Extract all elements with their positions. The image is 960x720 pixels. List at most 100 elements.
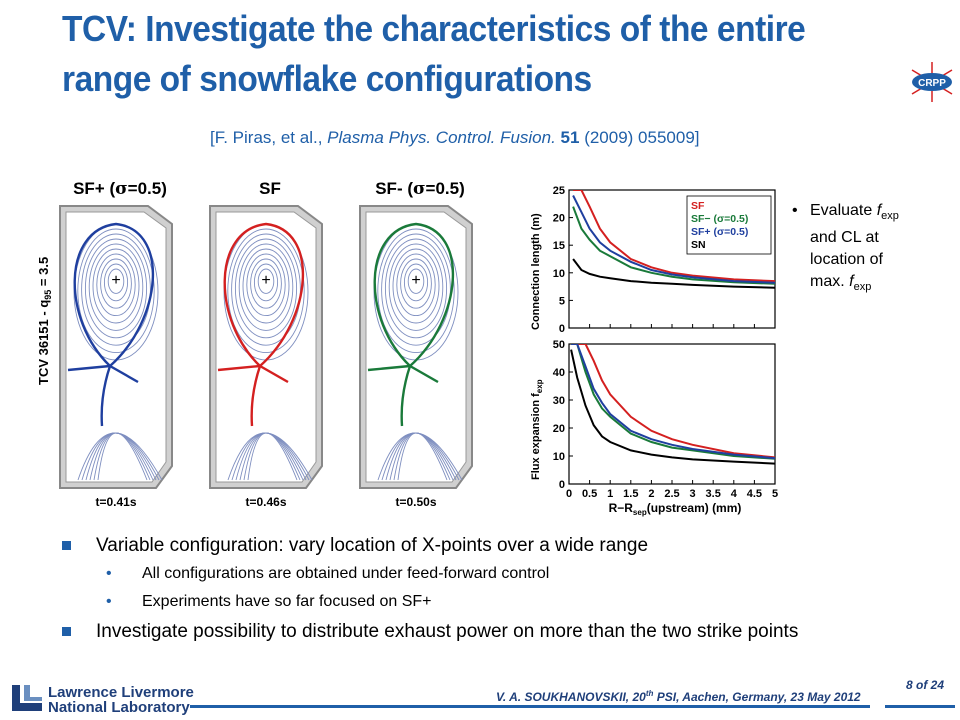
flux-contour xyxy=(84,238,148,339)
flux-contour xyxy=(384,238,448,339)
bullet-list: Variable configuration: vary location of… xyxy=(62,534,942,650)
flux-contour xyxy=(381,233,451,346)
series-line xyxy=(572,206,775,285)
series-line xyxy=(570,349,775,465)
x-tick-label: 3.5 xyxy=(706,488,721,500)
legend-entry: SF− (σ=0.5) xyxy=(691,213,748,225)
x-tick-label: 2.5 xyxy=(664,488,679,500)
legend-entry: SF xyxy=(691,200,705,212)
legend-entry: SF+ (σ=0.5) xyxy=(691,226,748,238)
flux-contour xyxy=(257,268,275,294)
divertor-leg xyxy=(409,364,439,384)
bullet-text: All configurations are obtained under fe… xyxy=(142,565,550,582)
flux-contour xyxy=(238,243,294,331)
x-tick-label: 2 xyxy=(648,488,654,500)
chart2-ylabel: Flux expansion fexp xyxy=(530,379,544,480)
lab-name-line1: Lawrence Livermore xyxy=(48,684,194,701)
magnetic-axis-icon: + xyxy=(111,272,120,289)
legend-entry: SN xyxy=(691,239,706,251)
crpp-logo: CRPP xyxy=(911,62,953,102)
y-tick-label: 0 xyxy=(559,323,565,335)
llnl-logo-icon xyxy=(12,685,42,711)
flux-contour xyxy=(392,248,440,324)
side-note-f1: f xyxy=(876,202,882,219)
flux-contour xyxy=(92,248,140,324)
divertor-leg xyxy=(367,364,411,372)
flux-contour xyxy=(253,263,279,302)
svg-text:CRPP: CRPP xyxy=(918,78,946,89)
y-tick-label: 0 xyxy=(559,479,565,491)
divertor-leg xyxy=(109,364,139,384)
plot-frame xyxy=(568,343,776,485)
vessel-interior xyxy=(65,211,167,483)
flux-contour xyxy=(96,253,136,317)
citation-suffix: (2009) 055009] xyxy=(579,128,700,147)
x-tick-label: 0 xyxy=(566,488,572,500)
divertor-leg xyxy=(67,364,111,372)
page-number: 8 of 24 xyxy=(906,678,945,692)
flux-contour xyxy=(81,233,151,346)
chart1-ylabel: Connection length (m) xyxy=(530,213,542,330)
x-tick-label: 3 xyxy=(690,488,696,500)
flux-contour xyxy=(403,263,429,302)
flux-contour xyxy=(396,253,436,317)
flux-contour xyxy=(400,258,432,309)
side-note-sub2: exp xyxy=(853,281,872,294)
panel-time: t=0.46s xyxy=(245,495,286,509)
separatrix xyxy=(373,222,455,367)
flux-contour xyxy=(103,263,129,302)
side-note-f2: f xyxy=(849,273,854,291)
open-field-line xyxy=(97,432,148,481)
divertor-leg xyxy=(217,364,261,372)
bullet-text: Variable configuration: vary location of… xyxy=(96,535,649,556)
x-tick-label: 0.5 xyxy=(582,488,597,500)
bullet-level1: Investigate possibility to distribute ex… xyxy=(62,620,942,644)
open-field-line xyxy=(247,432,298,481)
panel-title: SF+ (σ=0.5) xyxy=(73,179,167,199)
flux-contour xyxy=(88,243,144,331)
slide-title: TCV: Investigate the characteristics of … xyxy=(62,8,806,99)
x-tick-label: 4.5 xyxy=(747,488,762,500)
bullet-text: Experiments have so far focused on SF+ xyxy=(142,593,432,610)
side-note-line1: Evaluate xyxy=(810,202,877,219)
divertor-leg xyxy=(100,365,112,427)
equilibrium-panel: SF- (σ=0.5) + t=0.50s xyxy=(359,179,473,509)
series-line xyxy=(571,344,775,460)
credit-text: V. A. SOUKHANOVSKII, 20 xyxy=(496,690,646,704)
flux-contour xyxy=(246,253,286,317)
series-line xyxy=(571,344,775,460)
x-tick-label: 5 xyxy=(772,488,778,500)
vessel-interior xyxy=(365,211,467,483)
series-line xyxy=(573,190,775,283)
side-note-bullet: • xyxy=(792,202,798,219)
y-tick-label: 20 xyxy=(553,213,565,225)
panel-time: t=0.41s xyxy=(95,495,136,509)
citation: [F. Piras, et al., Plasma Phys. Control.… xyxy=(210,128,700,148)
flux-contour xyxy=(234,238,298,339)
chart2-xlabel: R−Rsep(upstream) (mm) xyxy=(609,501,742,517)
side-note-line2: and CL at xyxy=(810,229,879,247)
square-bullet-icon xyxy=(62,541,71,550)
y-tick-label: 40 xyxy=(553,367,565,379)
divertor-leg xyxy=(250,365,262,427)
flux-contour xyxy=(242,248,290,324)
panel-time: t=0.50s xyxy=(395,495,436,509)
equilibrium-panel: SF+ (σ=0.5) + t=0.41s xyxy=(59,179,173,509)
flux-contour xyxy=(388,243,444,331)
side-note-line3: location of xyxy=(810,251,883,269)
footer-credit: V. A. SOUKHANOVSKII, 20th PSI, Aachen, G… xyxy=(496,689,861,704)
credit-sup: th xyxy=(645,689,654,698)
flux-contour xyxy=(227,228,305,354)
citation-prefix: [F. Piras, et al., xyxy=(210,128,328,147)
divertor-leg xyxy=(400,365,412,427)
y-tick-label: 15 xyxy=(553,240,565,252)
credit-text-tail: PSI, Aachen, Germany, 23 May 2012 xyxy=(653,690,861,704)
open-field-line xyxy=(397,432,448,481)
y-tick-label: 10 xyxy=(553,268,565,280)
lab-name-line2: National Laboratory xyxy=(48,699,190,716)
dot-bullet-icon: • xyxy=(106,593,112,610)
magnetic-axis-icon: + xyxy=(261,272,270,289)
series-line xyxy=(571,344,775,459)
x-tick-label: 1 xyxy=(607,488,613,500)
